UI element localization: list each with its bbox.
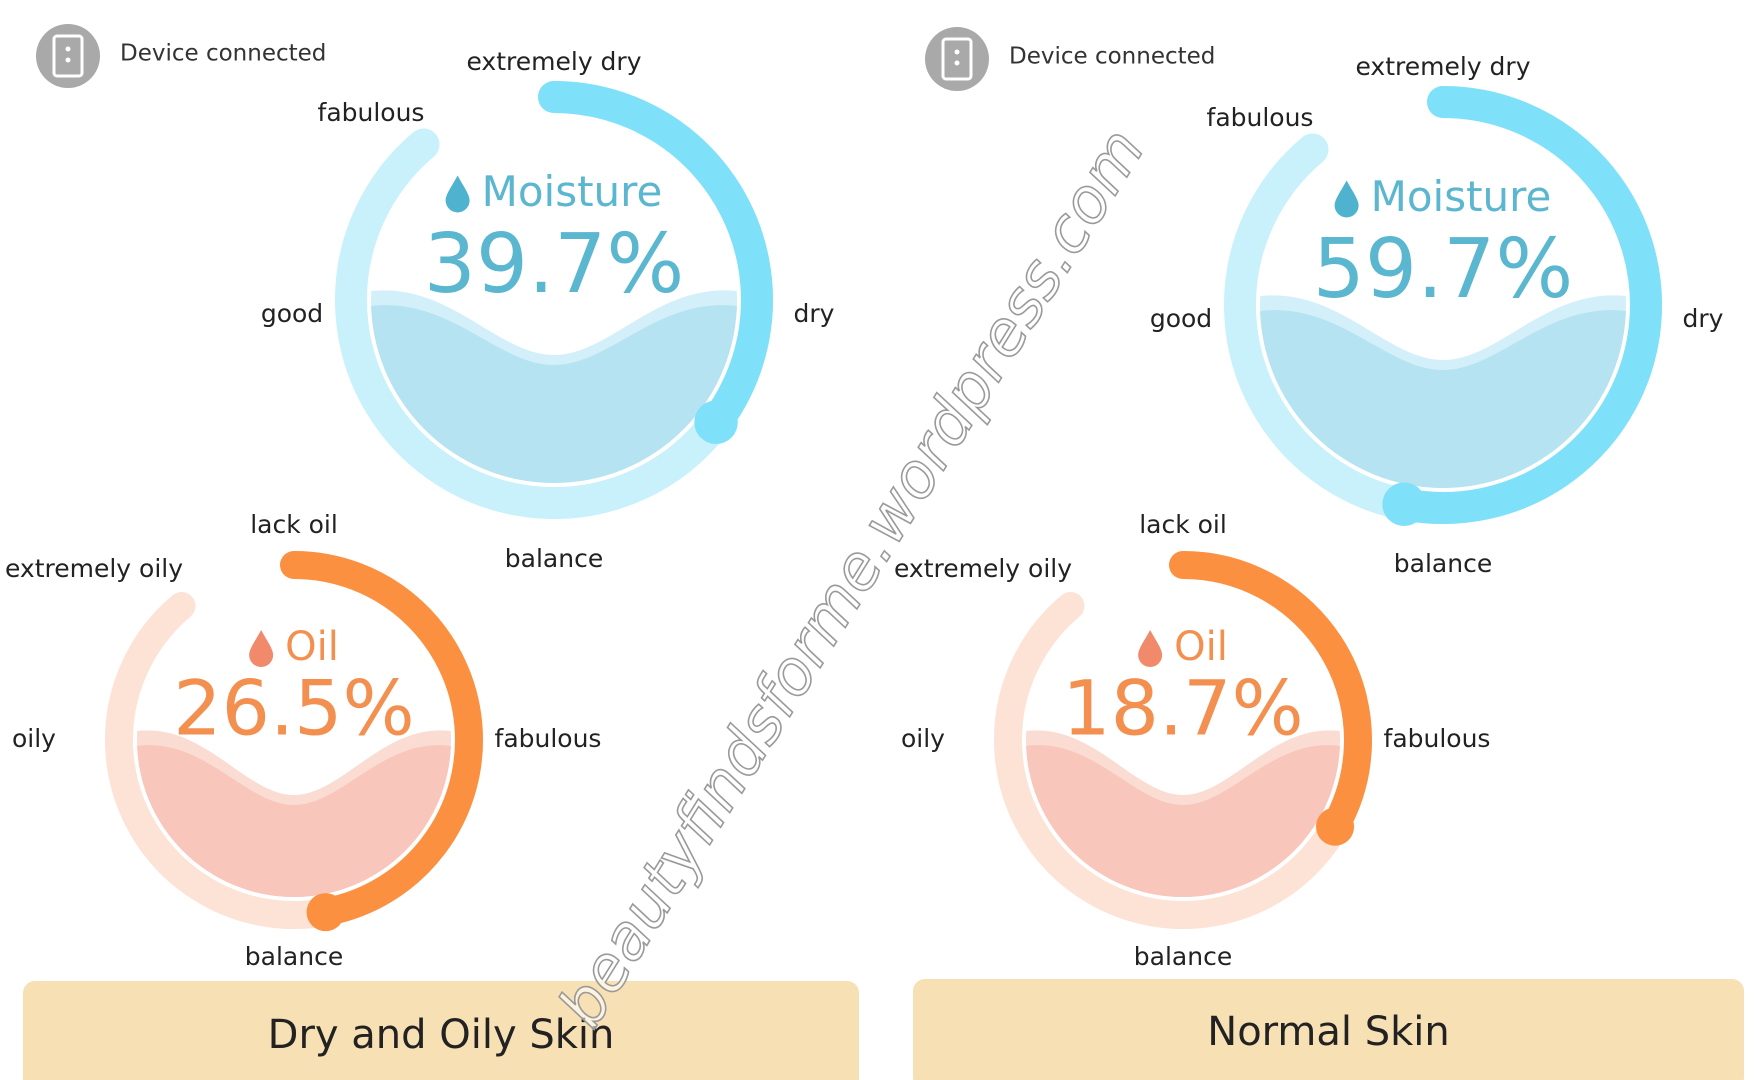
result-bar: [913, 979, 1744, 1080]
gauge-progress: [1169, 551, 1372, 841]
result-text: Dry and Oily Skin: [268, 1012, 615, 1058]
device-icon: [36, 24, 100, 88]
gauge-knob: [1316, 807, 1355, 846]
device-icon-dot: [954, 49, 960, 55]
zone-label: balance: [245, 942, 343, 971]
drop-icon: [1138, 630, 1163, 667]
gauge-title: Oil: [1174, 624, 1228, 670]
zone-label: good: [261, 299, 323, 328]
gauge-knob: [306, 893, 345, 932]
gauge-value: 18.7%: [1062, 664, 1303, 753]
wave-front: [137, 745, 451, 897]
wave-front: [371, 305, 737, 483]
gauge-progress: [538, 81, 773, 439]
zone-label: fabulous: [318, 98, 425, 127]
device-icon-phone: [52, 34, 84, 78]
zone-label: lack oil: [250, 510, 338, 539]
gauge-value: 59.7%: [1313, 222, 1574, 317]
result-bar: [23, 981, 859, 1080]
zone-label: balance: [1134, 942, 1232, 971]
zone-label: extremely oily: [894, 554, 1072, 583]
zone-label: good: [1150, 304, 1212, 333]
status-text: Device connected: [120, 41, 326, 67]
wave-front: [1260, 310, 1626, 488]
device-icon: [925, 27, 989, 91]
drop-icon: [445, 175, 470, 213]
gauge-title: Moisture: [1371, 172, 1552, 221]
zone-label: balance: [505, 544, 603, 573]
gauge-progress: [1388, 86, 1662, 524]
zone-label: extremely oily: [5, 554, 183, 583]
gauge-knob: [1382, 482, 1426, 527]
gauge-progress: [280, 551, 483, 927]
device-icon-phone: [941, 37, 973, 81]
device-icon-dot: [65, 57, 71, 63]
zone-label: balance: [1394, 549, 1492, 578]
zone-label: extremely dry: [466, 47, 641, 76]
wave-front: [1026, 745, 1340, 897]
zone-label: fabulous: [1384, 724, 1491, 753]
zone-label: oily: [12, 724, 56, 753]
zone-label: fabulous: [495, 724, 602, 753]
zone-label: dry: [1683, 304, 1724, 333]
status-text: Device connected: [1009, 44, 1215, 70]
zone-label: dry: [794, 299, 835, 328]
zone-label: fabulous: [1207, 103, 1314, 132]
device-icon-dot: [65, 46, 71, 52]
gauge-title: Oil: [285, 624, 339, 670]
zone-label: lack oil: [1139, 510, 1227, 539]
gauge-value: 39.7%: [424, 217, 685, 312]
drop-icon: [1334, 180, 1359, 218]
result-text: Normal Skin: [1207, 1009, 1449, 1055]
device-icon-dot: [954, 60, 960, 66]
gauge-title: Moisture: [482, 167, 663, 216]
gauge-knob: [694, 400, 738, 445]
zone-label: oily: [901, 724, 945, 753]
drop-icon: [249, 630, 274, 667]
gauge-value: 26.5%: [173, 664, 414, 753]
zone-label: extremely dry: [1355, 52, 1530, 81]
